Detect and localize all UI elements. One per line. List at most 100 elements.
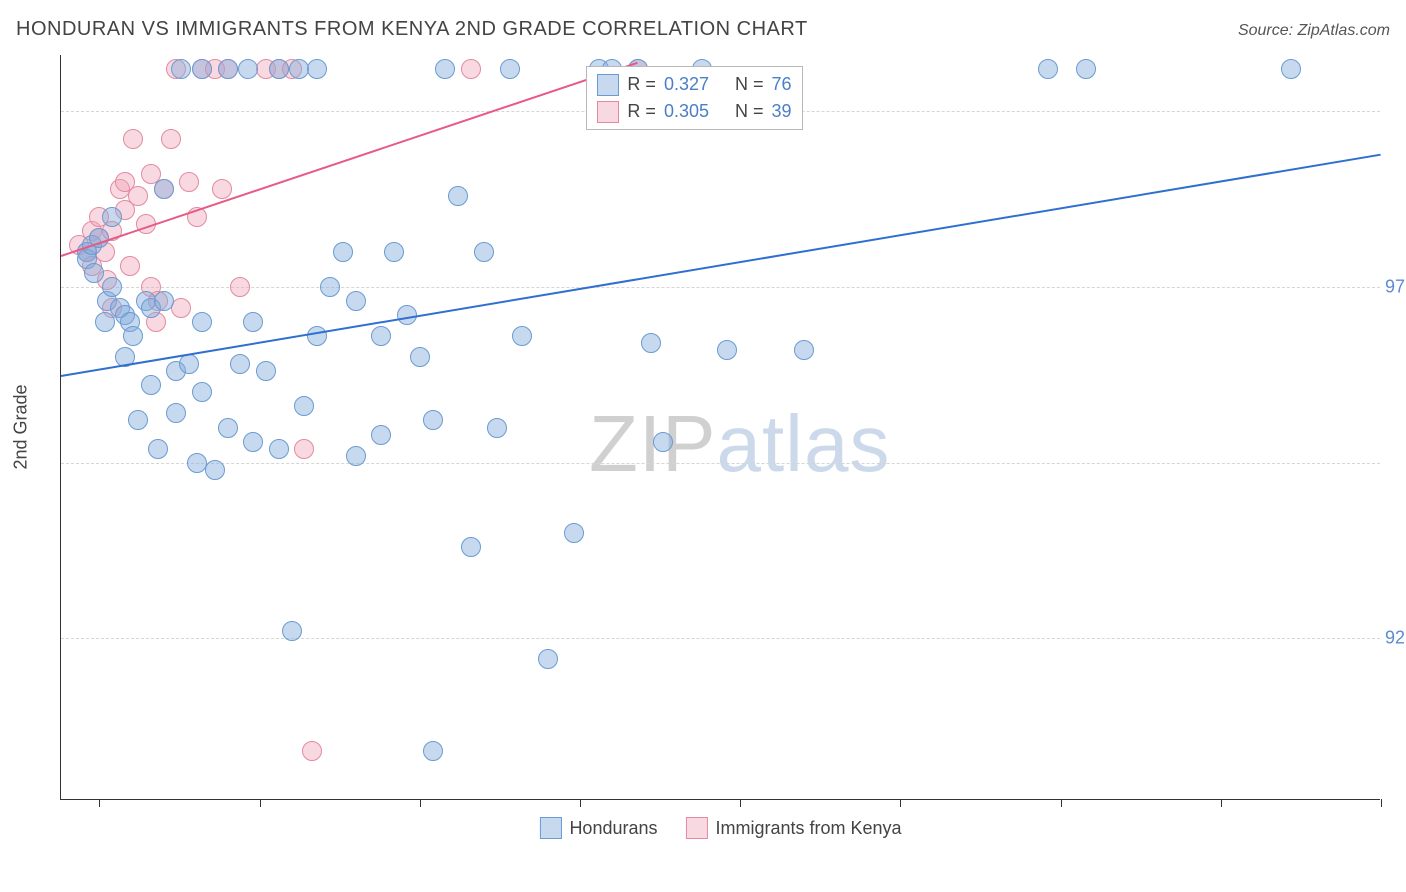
scatter-point-honduran — [333, 242, 353, 262]
scatter-point-kenya — [461, 59, 481, 79]
scatter-point-honduran — [641, 333, 661, 353]
scatter-point-honduran — [166, 403, 186, 423]
scatter-point-honduran — [435, 59, 455, 79]
scatter-point-honduran — [448, 186, 468, 206]
scatter-point-honduran — [102, 207, 122, 227]
r-value: 0.305 — [664, 98, 709, 125]
swatch-honduran — [539, 817, 561, 839]
x-tick — [900, 799, 901, 807]
y-axis-label: 2nd Grade — [11, 384, 32, 469]
watermark-atlas: atlas — [716, 399, 890, 488]
scatter-point-honduran — [218, 418, 238, 438]
chart-title: HONDURAN VS IMMIGRANTS FROM KENYA 2ND GR… — [16, 18, 808, 41]
scatter-point-kenya — [294, 439, 314, 459]
scatter-point-honduran — [653, 432, 673, 452]
scatter-point-honduran — [538, 649, 558, 669]
x-tick — [580, 799, 581, 807]
scatter-point-kenya — [179, 172, 199, 192]
series-legend: Hondurans Immigrants from Kenya — [539, 817, 901, 839]
swatch-kenya — [597, 101, 619, 123]
scatter-point-honduran — [102, 277, 122, 297]
scatter-point-honduran — [84, 263, 104, 283]
x-tick — [1381, 799, 1382, 807]
scatter-point-kenya — [212, 179, 232, 199]
n-value: 76 — [772, 71, 792, 98]
x-tick — [740, 799, 741, 807]
scatter-point-honduran — [171, 59, 191, 79]
scatter-point-honduran — [564, 523, 584, 543]
scatter-point-kenya — [123, 129, 143, 149]
scatter-point-kenya — [302, 741, 322, 761]
correlation-legend: R =0.327 N =76R = 0.305 N = 39 — [586, 66, 802, 130]
scatter-point-honduran — [282, 621, 302, 641]
scatter-point-honduran — [371, 425, 391, 445]
scatter-point-honduran — [123, 326, 143, 346]
scatter-point-honduran — [307, 59, 327, 79]
x-tick — [1221, 799, 1222, 807]
scatter-point-honduran — [192, 382, 212, 402]
scatter-point-honduran — [148, 439, 168, 459]
x-tick — [99, 799, 100, 807]
scatter-point-kenya — [128, 186, 148, 206]
scatter-point-honduran — [346, 446, 366, 466]
scatter-point-honduran — [474, 242, 494, 262]
trend-line-kenya — [61, 62, 638, 257]
y-tick-label: 92.5% — [1385, 628, 1406, 649]
scatter-point-kenya — [230, 277, 250, 297]
r-label: R = — [627, 71, 656, 98]
scatter-point-honduran — [410, 347, 430, 367]
scatter-point-honduran — [205, 460, 225, 480]
scatter-point-honduran — [500, 59, 520, 79]
scatter-point-honduran — [423, 741, 443, 761]
legend-label: Hondurans — [569, 818, 657, 839]
scatter-point-honduran — [218, 59, 238, 79]
scatter-point-honduran — [243, 312, 263, 332]
grid-line — [61, 638, 1380, 639]
legend-item: Hondurans — [539, 817, 657, 839]
scatter-point-honduran — [512, 326, 532, 346]
scatter-point-kenya — [171, 298, 191, 318]
scatter-point-honduran — [1076, 59, 1096, 79]
grid-line — [61, 463, 1380, 464]
scatter-point-honduran — [141, 375, 161, 395]
r-label: R = — [627, 98, 656, 125]
scatter-point-honduran — [256, 361, 276, 381]
scatter-point-honduran — [128, 410, 148, 430]
scatter-point-honduran — [307, 326, 327, 346]
swatch-kenya — [686, 817, 708, 839]
scatter-point-honduran — [95, 312, 115, 332]
scatter-point-honduran — [179, 354, 199, 374]
n-label: N = — [735, 98, 764, 125]
scatter-point-honduran — [154, 179, 174, 199]
scatter-point-honduran — [320, 277, 340, 297]
legend-row: R = 0.305 N = 39 — [597, 98, 791, 125]
scatter-point-honduran — [269, 439, 289, 459]
scatter-point-honduran — [269, 59, 289, 79]
scatter-point-honduran — [384, 242, 404, 262]
legend-row: R =0.327 N =76 — [597, 71, 791, 98]
scatter-point-honduran — [487, 418, 507, 438]
scatter-point-honduran — [423, 410, 443, 430]
scatter-point-honduran — [154, 291, 174, 311]
watermark: ZIPatlas — [589, 398, 890, 490]
swatch-honduran — [597, 74, 619, 96]
legend-label: Immigrants from Kenya — [716, 818, 902, 839]
scatter-point-kenya — [161, 129, 181, 149]
scatter-point-honduran — [238, 59, 258, 79]
n-value: 39 — [772, 98, 792, 125]
source-attribution: Source: ZipAtlas.com — [1238, 22, 1390, 40]
scatter-point-honduran — [717, 340, 737, 360]
scatter-point-honduran — [794, 340, 814, 360]
scatter-point-honduran — [243, 432, 263, 452]
scatter-point-honduran — [294, 396, 314, 416]
x-tick — [1061, 799, 1062, 807]
x-tick — [420, 799, 421, 807]
scatter-point-kenya — [120, 256, 140, 276]
scatter-plot-area: 2nd Grade ZIPatlas 92.5%97.5%R =0.327 N … — [60, 55, 1380, 800]
legend-item: Immigrants from Kenya — [686, 817, 902, 839]
scatter-point-honduran — [1038, 59, 1058, 79]
scatter-point-honduran — [1281, 59, 1301, 79]
grid-line — [61, 287, 1380, 288]
y-tick-label: 97.5% — [1385, 276, 1406, 297]
scatter-point-honduran — [192, 59, 212, 79]
